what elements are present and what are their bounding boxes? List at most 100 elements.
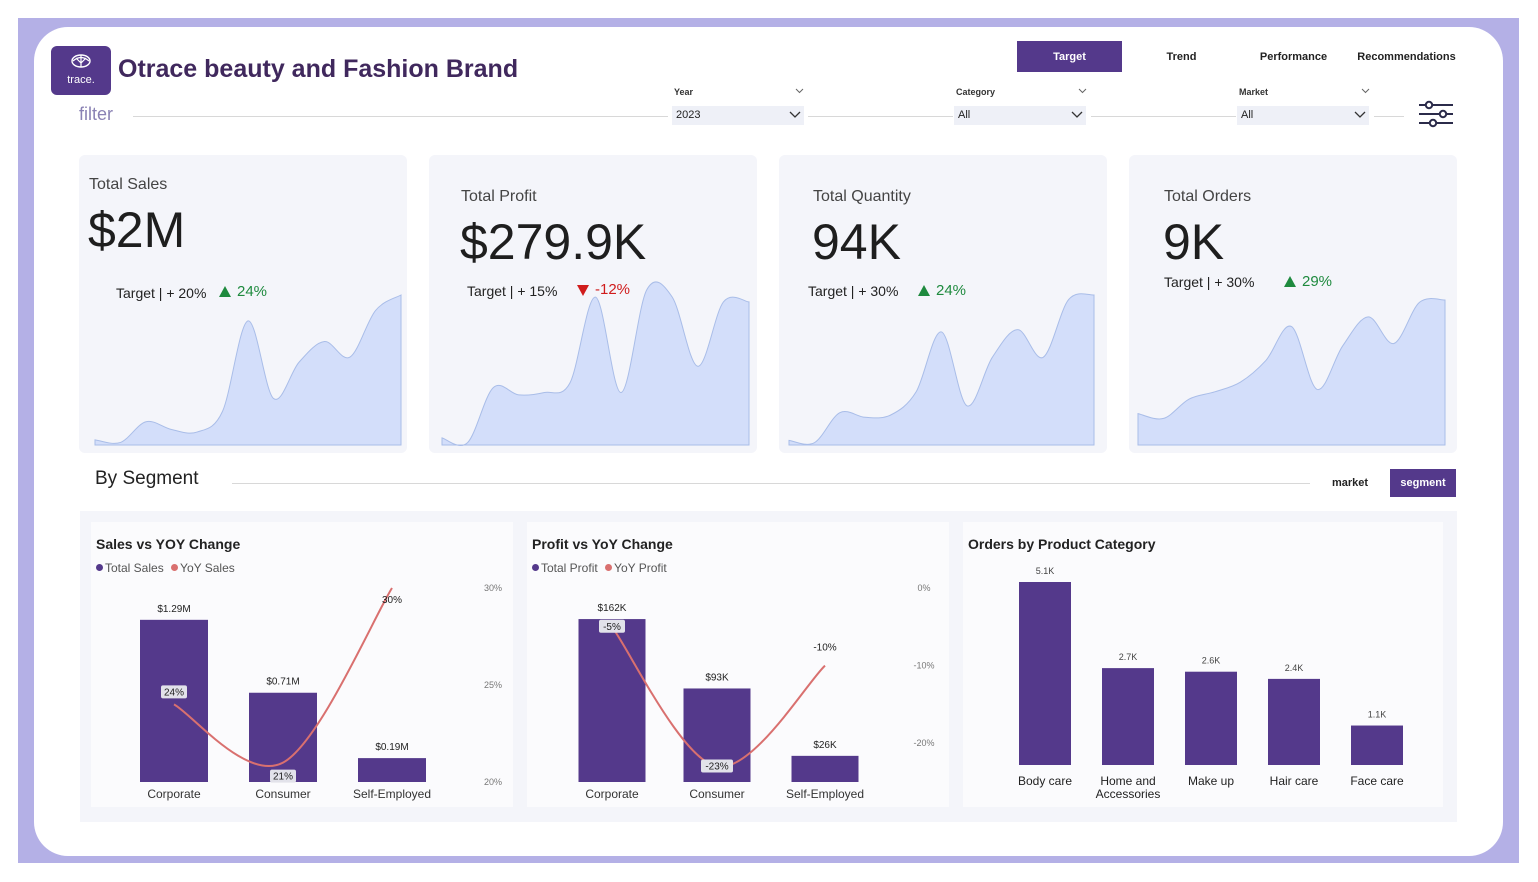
section-divider bbox=[232, 483, 1310, 484]
legend-dot bbox=[171, 564, 179, 571]
sliders-icon[interactable] bbox=[1417, 99, 1455, 129]
yoy-data-label: -10% bbox=[813, 643, 836, 654]
category-label: Consumer bbox=[689, 787, 744, 801]
yoy-line bbox=[173, 587, 393, 767]
chevron-down-icon[interactable] bbox=[795, 86, 804, 95]
category-label: Make up bbox=[1188, 774, 1234, 788]
category-label: Hair care bbox=[1270, 774, 1319, 788]
kpi-target: Target | + 20% bbox=[116, 285, 207, 301]
filter-divider bbox=[133, 116, 668, 117]
category-value: All bbox=[958, 109, 971, 121]
bar-value-label: 5.1K bbox=[1036, 566, 1055, 576]
trend-down-icon bbox=[577, 285, 589, 296]
category-slicer-label: Category bbox=[956, 87, 996, 97]
profit-yoy-chart-card: Profit vs YoY Change Total Profit YoY Pr… bbox=[527, 522, 949, 807]
bar-value-label: $26K bbox=[813, 740, 837, 751]
year-dropdown[interactable]: 2023 bbox=[672, 106, 804, 125]
kpi-value: 94K bbox=[812, 214, 901, 270]
combo-chart: $162K Corporate $93K Consumer $26K Self-Emplo… bbox=[578, 583, 935, 801]
bar bbox=[1102, 668, 1154, 765]
logo-text: trace. bbox=[67, 74, 95, 86]
chevron-down-icon bbox=[789, 111, 801, 118]
kpi-title: Total Profit bbox=[461, 188, 537, 205]
tab-recommendations[interactable]: Recommendations bbox=[1357, 50, 1456, 63]
combo-chart: $1.29M Corporate $0.71M Consumer $0.19M Self-… bbox=[140, 583, 502, 801]
trend-up-icon bbox=[1284, 276, 1296, 287]
market-value: All bbox=[1241, 109, 1254, 121]
bar bbox=[1268, 678, 1320, 765]
kpi-card-orders: Total Orders 9K Target | + 30% 29% bbox=[1129, 155, 1457, 453]
chevron-down-icon[interactable] bbox=[1361, 86, 1370, 95]
section-title: By Segment bbox=[95, 468, 199, 489]
toggle-segment[interactable]: segment bbox=[1390, 469, 1456, 497]
year-value: 2023 bbox=[676, 109, 701, 121]
bar bbox=[1351, 725, 1403, 765]
kpi-title: Total Sales bbox=[89, 176, 168, 193]
yoy-data-label: 21% bbox=[273, 772, 293, 783]
kpi-sparkline bbox=[788, 293, 1095, 446]
legend-label: YoY Sales bbox=[180, 561, 235, 575]
legend-label: Total Sales bbox=[105, 561, 164, 575]
sparkline-area bbox=[441, 281, 750, 446]
trend-up-icon bbox=[918, 285, 930, 296]
kpi-delta: -12% bbox=[595, 281, 631, 298]
bar-value-label: 2.7K bbox=[1119, 652, 1138, 662]
year-slicer-label: Year bbox=[674, 87, 694, 97]
bar bbox=[140, 619, 208, 782]
kpi-value: $2M bbox=[88, 202, 186, 258]
legend-dot bbox=[532, 564, 539, 571]
kpi-sparkline bbox=[1137, 298, 1446, 446]
legend-label: YoY Profit bbox=[614, 561, 667, 575]
bar-value-label: 1.1K bbox=[1368, 710, 1387, 720]
bar bbox=[249, 692, 317, 782]
category-label: Consumer bbox=[255, 787, 310, 801]
category-label: Corporate bbox=[147, 787, 201, 801]
legend-dot bbox=[96, 564, 103, 571]
tab-trend[interactable]: Trend bbox=[1166, 50, 1197, 63]
tab-target[interactable]: Target bbox=[1017, 41, 1122, 72]
brand-logo[interactable]: trace. bbox=[51, 46, 111, 95]
category-label: Corporate bbox=[585, 787, 639, 801]
category-label: Face care bbox=[1350, 774, 1404, 788]
filter-label: filter bbox=[79, 104, 114, 124]
category-label: Accessories bbox=[1096, 787, 1161, 801]
yoy-data-label: -23% bbox=[705, 761, 728, 772]
bar bbox=[578, 619, 646, 782]
sales-yoy-chart-card: Sales vs YOY Change Total Sales YoY Sale… bbox=[91, 522, 513, 807]
sparkline-area bbox=[788, 293, 1095, 446]
kpi-sparkline bbox=[441, 281, 750, 446]
sparkline-area bbox=[1137, 298, 1446, 446]
leaf-icon bbox=[71, 54, 91, 68]
kpi-card-profit: Total Profit $279.9K Target | + 15% -12% bbox=[429, 155, 757, 453]
kpi-value: 9K bbox=[1163, 214, 1225, 270]
kpi-target: Target | + 15% bbox=[467, 283, 558, 299]
market-slicer-label: Market bbox=[1239, 87, 1269, 97]
page-title: Otrace beauty and Fashion Brand bbox=[118, 55, 519, 83]
bar bbox=[1019, 582, 1071, 765]
category-label: Self-Employed bbox=[353, 787, 431, 801]
kpi-target: Target | + 30% bbox=[808, 283, 899, 299]
legend-dot bbox=[605, 564, 613, 571]
y2-tick-label: 25% bbox=[484, 680, 502, 690]
yoy-data-label: -5% bbox=[603, 622, 621, 633]
y2-tick-label: -20% bbox=[913, 738, 934, 748]
data-label-box bbox=[599, 619, 625, 633]
y2-tick-label: 20% bbox=[484, 777, 502, 787]
market-dropdown[interactable]: All bbox=[1237, 106, 1369, 125]
toggle-market[interactable]: market bbox=[1331, 477, 1369, 489]
bar bbox=[1185, 671, 1237, 765]
trend-up-icon bbox=[219, 286, 231, 297]
y2-tick-label: 0% bbox=[917, 583, 930, 593]
category-dropdown[interactable]: All bbox=[954, 106, 1086, 125]
chevron-down-icon[interactable] bbox=[1078, 86, 1087, 95]
data-label-box bbox=[161, 685, 187, 699]
y2-tick-label: 30% bbox=[484, 583, 502, 593]
bar-value-label: $93K bbox=[705, 672, 729, 683]
yoy-data-label: 24% bbox=[164, 687, 184, 698]
bar-value-label: 2.4K bbox=[1285, 663, 1304, 673]
legend-label: Total Profit bbox=[541, 561, 598, 575]
kpi-delta: 24% bbox=[237, 283, 268, 300]
tab-performance[interactable]: Performance bbox=[1259, 50, 1328, 63]
bar bbox=[791, 755, 859, 782]
bar-value-label: 2.6K bbox=[1202, 656, 1221, 666]
